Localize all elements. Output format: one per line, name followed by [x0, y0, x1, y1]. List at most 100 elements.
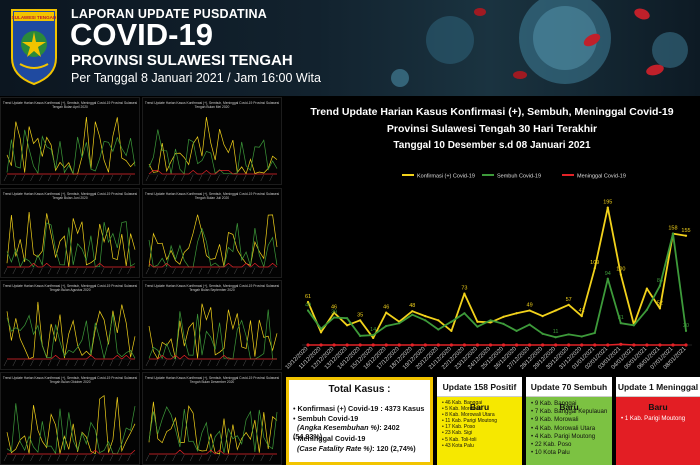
data-point	[306, 343, 310, 347]
data-label: 49	[527, 302, 533, 308]
thumb-tick	[47, 174, 52, 182]
data-label: 14	[370, 327, 376, 333]
thumb-tick	[172, 454, 176, 462]
legend-entry: Konfirmasi (+) Covid-19	[417, 174, 475, 180]
list-item: • 9 Kab. Morowali	[531, 416, 579, 424]
thumb-tick	[242, 174, 247, 182]
thumb-tick	[163, 359, 167, 367]
data-point	[358, 343, 362, 347]
thumb-tick	[83, 454, 87, 462]
data-point	[346, 317, 349, 320]
data-point	[658, 343, 662, 347]
data-point	[593, 267, 596, 270]
thumb-tick	[109, 454, 114, 462]
thumbnail-chart: Trend Update Harian Kasus Konfirmasi (+)…	[0, 372, 140, 465]
thumb-tick	[260, 267, 264, 275]
data-point	[580, 335, 583, 338]
data-point	[567, 343, 571, 347]
data-point	[515, 329, 518, 333]
thumb-tick	[260, 454, 264, 462]
thumb-line	[148, 401, 278, 455]
data-label: 57	[566, 297, 572, 303]
chart-subtitle: Provinsi Sulawesi Tengah 30 Hari Terakhi…	[386, 123, 598, 135]
data-label: 31	[618, 315, 624, 321]
data-label: 109	[590, 260, 599, 266]
thumb-tick	[100, 267, 105, 275]
thumb-tick	[181, 454, 185, 462]
thumb-tick	[118, 174, 122, 182]
total-konfirmasi: • Konfirmasi (+) Covid-19 : 4373 Kasus	[293, 404, 425, 413]
thumb-tick	[65, 174, 69, 182]
svg-text:SULAWESI TENGAH: SULAWESI TENGAH	[12, 15, 57, 20]
data-point	[450, 320, 453, 323]
thumb-line	[148, 406, 278, 454]
data-point	[398, 322, 401, 325]
data-point	[606, 343, 610, 347]
thumb-line	[148, 169, 277, 175]
thumb-tick	[181, 174, 185, 182]
thumb-tick	[189, 359, 194, 367]
data-point	[528, 323, 531, 326]
data-point	[567, 333, 570, 336]
data-point	[684, 234, 688, 237]
thumb-tick	[56, 359, 61, 367]
thumb-tick	[181, 267, 185, 275]
data-point	[475, 343, 480, 347]
thumb-line	[7, 449, 136, 455]
thumb-tick	[154, 267, 159, 275]
thumb-tick	[269, 454, 273, 462]
thumb-line	[6, 116, 136, 175]
data-label: 39	[331, 310, 337, 316]
total-sembuh-detail: (Angka Kesembuhan %): 2402 (54,93%)	[293, 423, 400, 441]
thumb-tick	[225, 174, 229, 182]
thumb-tick	[154, 174, 159, 182]
data-point	[671, 343, 675, 347]
list-item: • 43 Kota Palu	[442, 442, 474, 449]
data-label: 52	[657, 300, 663, 306]
thumbnail-chart: Trend Update Harian Kasus Konfirmasi (+)…	[142, 280, 282, 370]
thumb-line	[148, 129, 278, 175]
thumb-tick	[242, 454, 247, 462]
chart-title: Trend Update Harian Kasus Konfirmasi (+)…	[310, 106, 674, 118]
data-point	[645, 287, 648, 290]
data-point	[424, 319, 427, 322]
data-point	[502, 315, 505, 318]
data-point	[319, 331, 323, 334]
thumb-tick	[92, 454, 96, 462]
data-point	[449, 343, 453, 347]
data-label: 46	[383, 305, 389, 311]
list-item: • 22 Kab. Poso	[531, 441, 572, 449]
thumb-tick	[21, 359, 25, 367]
thumb-tick	[145, 267, 150, 275]
thumb-line	[6, 403, 136, 455]
data-point	[437, 328, 440, 331]
thumb-tick	[225, 454, 229, 462]
virus-illustration	[391, 0, 688, 87]
data-point	[359, 334, 362, 337]
thumb-tick	[74, 359, 78, 367]
thumb-tick	[181, 359, 185, 367]
data-point	[502, 322, 505, 325]
thumbnail-title: Trend Update Harian Kasus Konfirmasi (+)…	[2, 376, 138, 384]
data-point	[606, 206, 609, 209]
data-point	[658, 307, 662, 310]
list-item: • 10 Kota Palu	[531, 449, 570, 457]
list-item: • 5 Kab. Morowali	[442, 406, 481, 413]
thumb-tick	[3, 174, 8, 182]
data-point	[632, 324, 635, 327]
list-item: • 5 Kab. Toli-toli	[442, 436, 477, 443]
data-label: 73	[461, 286, 467, 292]
thumb-tick	[83, 267, 87, 275]
data-point	[332, 343, 336, 347]
data-label: 48	[409, 303, 415, 309]
thumb-tick	[145, 174, 150, 182]
meninggal-baru-panel: Update 1 Meninggal Baru • 1 Kab. Parigi …	[616, 377, 700, 465]
thumb-tick	[3, 454, 8, 462]
thumb-tick	[216, 454, 220, 462]
thumb-tick	[30, 174, 34, 182]
report-date: Per Tanggal 8 Januari 2021 / Jam 16:00 W…	[71, 71, 321, 85]
data-label: 84	[657, 278, 663, 284]
thumb-tick	[12, 267, 17, 275]
data-point	[384, 343, 388, 347]
thumbnail-title: Trend Update Harian Kasus Konfirmasi (+)…	[144, 101, 280, 109]
